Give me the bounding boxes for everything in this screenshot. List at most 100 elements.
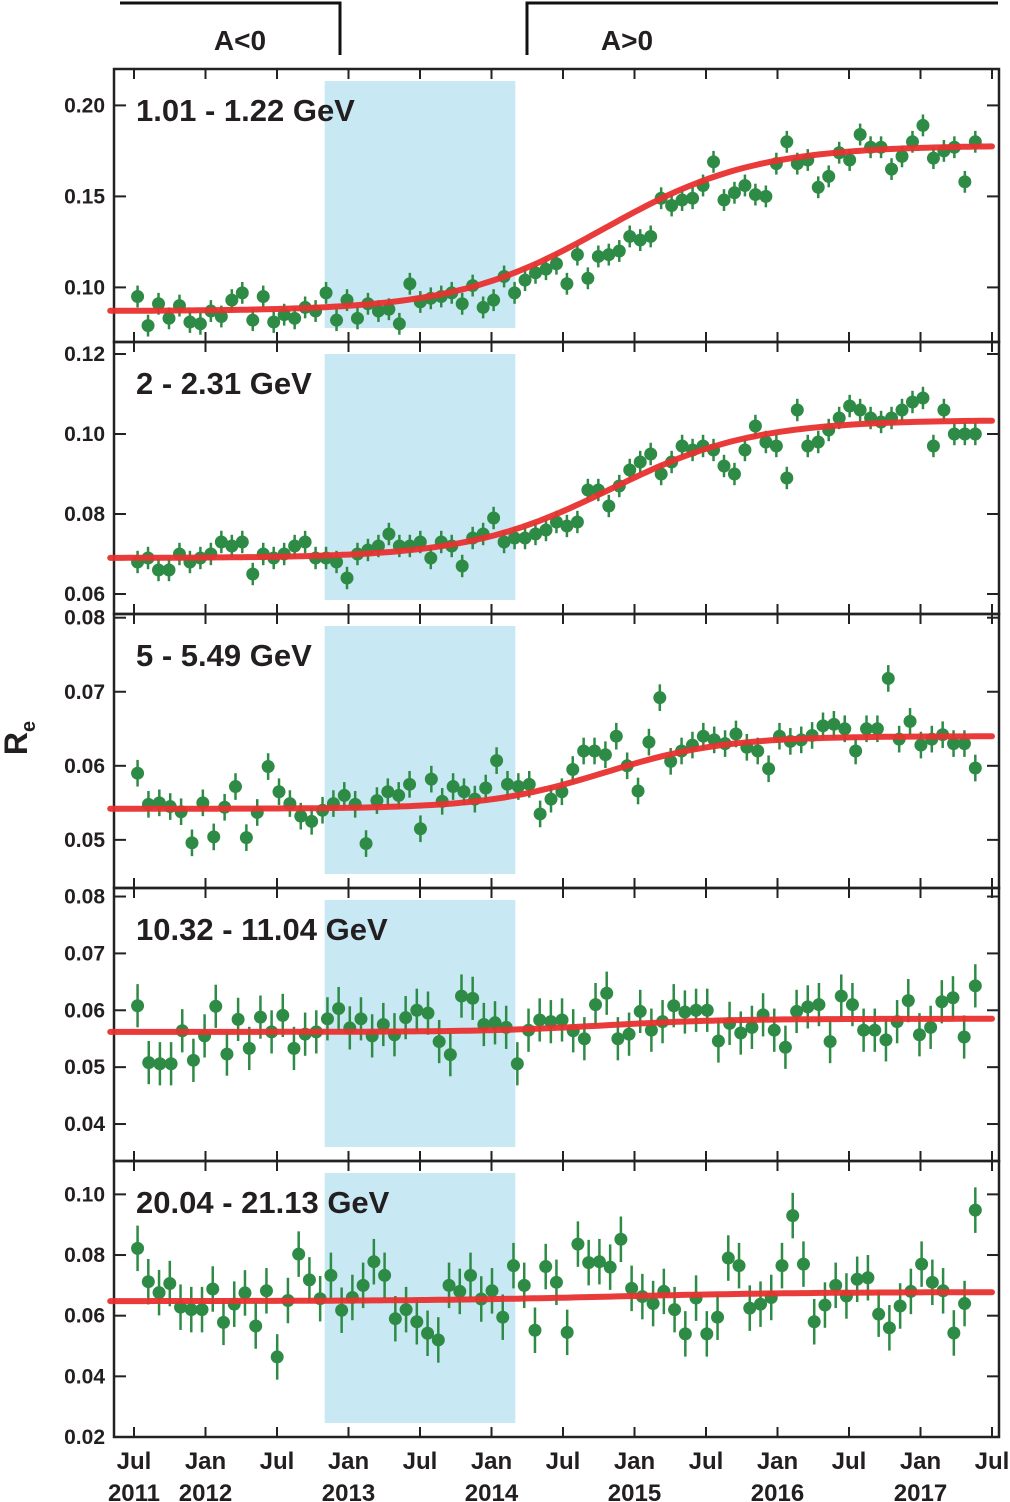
data-point	[759, 435, 773, 449]
data-point	[410, 1003, 424, 1017]
data-point	[298, 535, 312, 549]
data-point	[767, 1023, 781, 1037]
data-point	[762, 762, 776, 776]
data-point	[769, 439, 783, 453]
fit-curve	[107, 143, 995, 314]
data-point	[832, 411, 846, 425]
data-point	[206, 1282, 220, 1296]
data-point	[853, 128, 867, 142]
data-point	[644, 447, 658, 461]
data-point	[885, 162, 899, 176]
data-point	[288, 311, 302, 325]
data-point	[256, 290, 270, 303]
data-point	[861, 1271, 875, 1285]
data-point	[727, 186, 741, 200]
x-tick-label: Jan	[185, 1448, 226, 1475]
data-point	[968, 979, 982, 993]
data-point	[356, 1278, 370, 1292]
data-point	[707, 155, 721, 169]
data-point	[453, 1284, 467, 1298]
y-tick-label: 0.08	[64, 503, 105, 526]
y-tick-label: 0.08	[64, 1244, 105, 1267]
data-point	[183, 315, 197, 329]
data-point	[957, 1030, 971, 1044]
data-point	[238, 1286, 252, 1300]
data-point	[853, 403, 867, 417]
data-point	[131, 999, 145, 1013]
data-point	[464, 1268, 478, 1282]
data-point	[734, 1026, 748, 1040]
data-point	[727, 467, 741, 481]
x-tick-label: Jul	[546, 1448, 581, 1475]
data-point	[533, 807, 547, 821]
data-point	[496, 1310, 510, 1324]
panel-energy-label: 2 - 2.31 GeV	[136, 366, 312, 401]
x-tick-label: Jul	[403, 1448, 438, 1475]
data-point	[388, 1312, 402, 1326]
y-tick-label: 0.04	[64, 1113, 105, 1136]
data-point	[633, 1004, 647, 1018]
y-tick-label: 0.10	[64, 276, 105, 299]
data-point	[822, 169, 836, 183]
data-point	[424, 551, 438, 565]
data-point	[711, 1310, 725, 1324]
data-point	[566, 763, 580, 777]
data-point	[834, 989, 848, 1003]
data-point	[924, 1020, 938, 1034]
data-point	[335, 1303, 349, 1317]
data-point	[732, 1259, 746, 1273]
data-point	[611, 1032, 625, 1046]
data-point	[431, 1333, 445, 1347]
data-point	[288, 539, 302, 553]
data-point	[350, 311, 364, 325]
data-point	[581, 271, 595, 285]
data-point	[330, 555, 344, 569]
data-point	[796, 1257, 810, 1271]
data-point	[539, 1260, 553, 1274]
data-point	[729, 727, 743, 741]
data-point	[560, 277, 574, 291]
data-point	[937, 403, 951, 417]
panel-energy-label: 20.04 - 21.13 GeV	[136, 1185, 390, 1220]
data-point	[609, 729, 623, 743]
data-point	[905, 135, 919, 149]
data-point	[895, 149, 909, 163]
data-point	[225, 293, 239, 307]
data-point	[549, 1275, 563, 1289]
data-point	[829, 1278, 843, 1292]
data-point	[926, 151, 940, 165]
data-point	[544, 792, 558, 806]
data-point	[302, 1273, 316, 1287]
negative-polarity-bracket	[120, 1, 342, 55]
data-point	[872, 1307, 886, 1321]
panel-1: 0.10 0.15 0.20 1.01 - 1.22 GeV	[64, 67, 1001, 344]
data-point	[589, 998, 603, 1012]
y-tick-label: 0.07	[64, 681, 105, 704]
data-point	[479, 781, 493, 795]
data-point	[193, 317, 207, 331]
data-point	[249, 1319, 263, 1333]
data-point	[678, 1327, 692, 1341]
y-tick-label: 0.04	[64, 1365, 105, 1388]
x-tick-label: Jul	[689, 1448, 724, 1475]
data-point	[506, 1259, 520, 1273]
x-year-label: 2012	[179, 1480, 232, 1502]
data-point	[745, 1020, 759, 1034]
data-point	[675, 439, 689, 453]
data-point	[522, 777, 536, 791]
data-point	[228, 780, 242, 794]
data-point	[882, 1321, 896, 1335]
data-point	[421, 1006, 435, 1020]
data-point	[905, 395, 919, 409]
data-point	[528, 1323, 542, 1337]
data-point	[549, 515, 563, 529]
data-point	[811, 180, 825, 194]
data-point	[305, 814, 319, 828]
data-point	[748, 419, 762, 433]
y-axis-label: Re	[0, 721, 40, 755]
y-tick-label: 0.12	[64, 343, 105, 366]
data-point	[823, 1035, 837, 1049]
data-point	[367, 1255, 381, 1269]
data-point	[539, 523, 553, 537]
data-point	[947, 737, 961, 751]
